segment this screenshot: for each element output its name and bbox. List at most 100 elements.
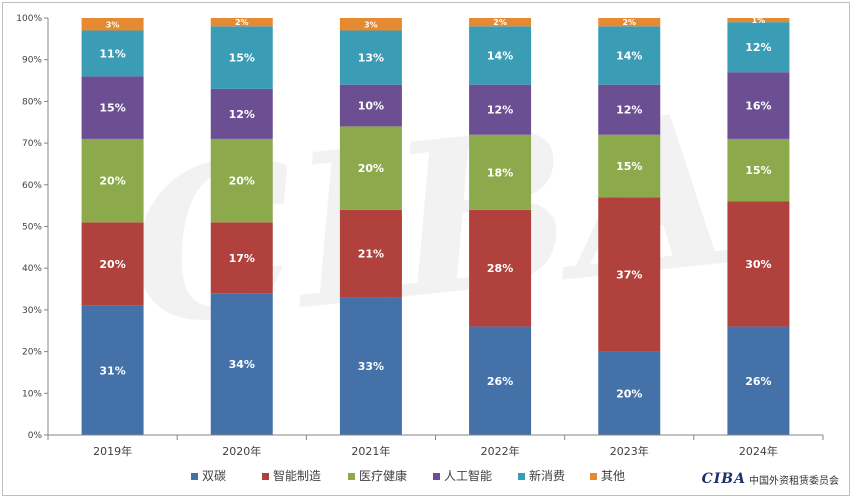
y-tick-label: 50% — [22, 223, 42, 233]
data-label: 3% — [106, 20, 120, 29]
bar-segment — [339, 84, 402, 127]
bar-segment — [598, 351, 661, 435]
x-tick-label: 2024年 — [739, 444, 778, 458]
data-label: 15% — [99, 102, 125, 115]
y-tick-label: 80% — [22, 97, 42, 107]
legend-label: 人工智能 — [444, 468, 492, 483]
data-label: 18% — [487, 166, 513, 179]
bar-segment — [727, 72, 790, 139]
bar-segment — [727, 326, 790, 435]
data-label: 12% — [229, 108, 255, 121]
data-label: 26% — [487, 375, 513, 388]
data-label: 14% — [616, 50, 642, 63]
legend-label: 新消费 — [529, 468, 565, 483]
data-label: 21% — [358, 248, 384, 261]
legend-swatch — [348, 473, 355, 480]
bar-segment — [469, 26, 532, 85]
bar-segment — [81, 76, 144, 139]
bar-segment — [727, 201, 790, 327]
data-label: 14% — [487, 50, 513, 63]
data-label: 2% — [235, 18, 249, 27]
data-label: 20% — [358, 162, 384, 175]
bar-segment — [210, 88, 273, 139]
bar-segment — [727, 22, 790, 73]
bar-segment — [210, 293, 273, 435]
data-label: 15% — [745, 164, 771, 177]
x-tick-label: 2021年 — [351, 444, 390, 458]
data-label: 20% — [99, 175, 125, 188]
brand-logo: CIBA — [701, 471, 746, 487]
legend-swatch — [590, 473, 597, 480]
bar-segment — [81, 138, 144, 223]
bar-segment — [81, 18, 144, 31]
y-tick-label: 60% — [22, 181, 42, 191]
x-axis: 2019年 2020年 2021年 2022年 2023年 2024年 — [47, 434, 824, 458]
bar-segment — [339, 297, 402, 435]
data-label: 28% — [487, 262, 513, 275]
legend-swatch — [191, 473, 198, 480]
bar-segment — [598, 18, 661, 27]
brand-text: 中国外资租赁委员会 — [749, 475, 839, 487]
bar-segment — [469, 134, 532, 210]
bar-segment — [339, 209, 402, 298]
stacked-bar-chart: CIBA 0%10%20%30%40%50%60%70%80%90%100% 3… — [16, 14, 824, 483]
legend-label: 其他 — [601, 469, 625, 483]
legend-label: 智能制造 — [273, 468, 321, 483]
bar-segment — [598, 197, 661, 352]
x-tick-label: 2019年 — [93, 444, 132, 458]
data-label: 13% — [358, 52, 384, 65]
data-label: 20% — [99, 258, 125, 271]
bar-segment — [598, 26, 661, 85]
y-tick-label: 20% — [22, 348, 42, 358]
data-label: 12% — [487, 104, 513, 117]
bar-segment — [210, 222, 273, 294]
branding: CIBA 中国外资租赁委员会 — [702, 471, 839, 487]
data-label: 10% — [358, 100, 384, 113]
bar-segment — [339, 30, 402, 85]
data-label: 2% — [493, 18, 507, 27]
x-tick-label: 2023年 — [610, 444, 649, 458]
x-tick-label: 2020年 — [222, 444, 261, 458]
legend-label: 医疗健康 — [359, 468, 407, 483]
data-label: 2% — [622, 18, 636, 27]
bar-segment — [339, 126, 402, 210]
legend-swatch — [262, 473, 269, 480]
y-tick-label: 40% — [22, 264, 42, 274]
data-label: 12% — [745, 41, 771, 54]
data-label: 20% — [616, 387, 642, 400]
data-label: 34% — [229, 358, 255, 371]
data-label: 26% — [745, 375, 771, 388]
bar-segment — [469, 326, 532, 435]
data-label: 12% — [616, 104, 642, 117]
bar-segment — [81, 305, 144, 435]
bar-segment — [339, 18, 402, 31]
data-label: 11% — [99, 47, 125, 60]
data-label: 31% — [99, 364, 125, 377]
data-label: 33% — [358, 360, 384, 373]
y-tick-label: 10% — [22, 389, 42, 399]
legend-label: 双碳 — [202, 469, 226, 483]
bar-segment — [727, 18, 790, 23]
y-tick-label: 90% — [22, 56, 42, 66]
data-label: 37% — [616, 268, 642, 281]
legend-swatch — [518, 473, 525, 480]
y-tick-label: 30% — [22, 306, 42, 316]
data-label: 15% — [616, 160, 642, 173]
legend-swatch — [433, 473, 440, 480]
bar-segment — [598, 84, 661, 135]
y-axis: 0% 10% 20% 30% 40% 50% 60% 70% 80% 90% 100% — [16, 14, 49, 441]
x-tick-label: 2022年 — [481, 444, 520, 458]
data-label: 20% — [229, 175, 255, 188]
bars: 31% 20% 20% 15% 11% 3% 34% 17% 20% 12% 15% 2% 33% 21%… — [81, 16, 790, 435]
bar-segment — [210, 18, 273, 27]
y-tick-label: 70% — [22, 139, 42, 149]
data-label: 30% — [745, 258, 771, 271]
y-tick-label: 100% — [16, 14, 42, 24]
data-label: 16% — [745, 100, 771, 113]
data-label: 15% — [229, 52, 255, 65]
bar-segment — [469, 84, 532, 135]
legend: 双碳 智能制造 医疗健康 人工智能 新消费 其他 — [191, 468, 625, 483]
bar-segment — [598, 134, 661, 198]
data-label: 1% — [752, 16, 766, 25]
